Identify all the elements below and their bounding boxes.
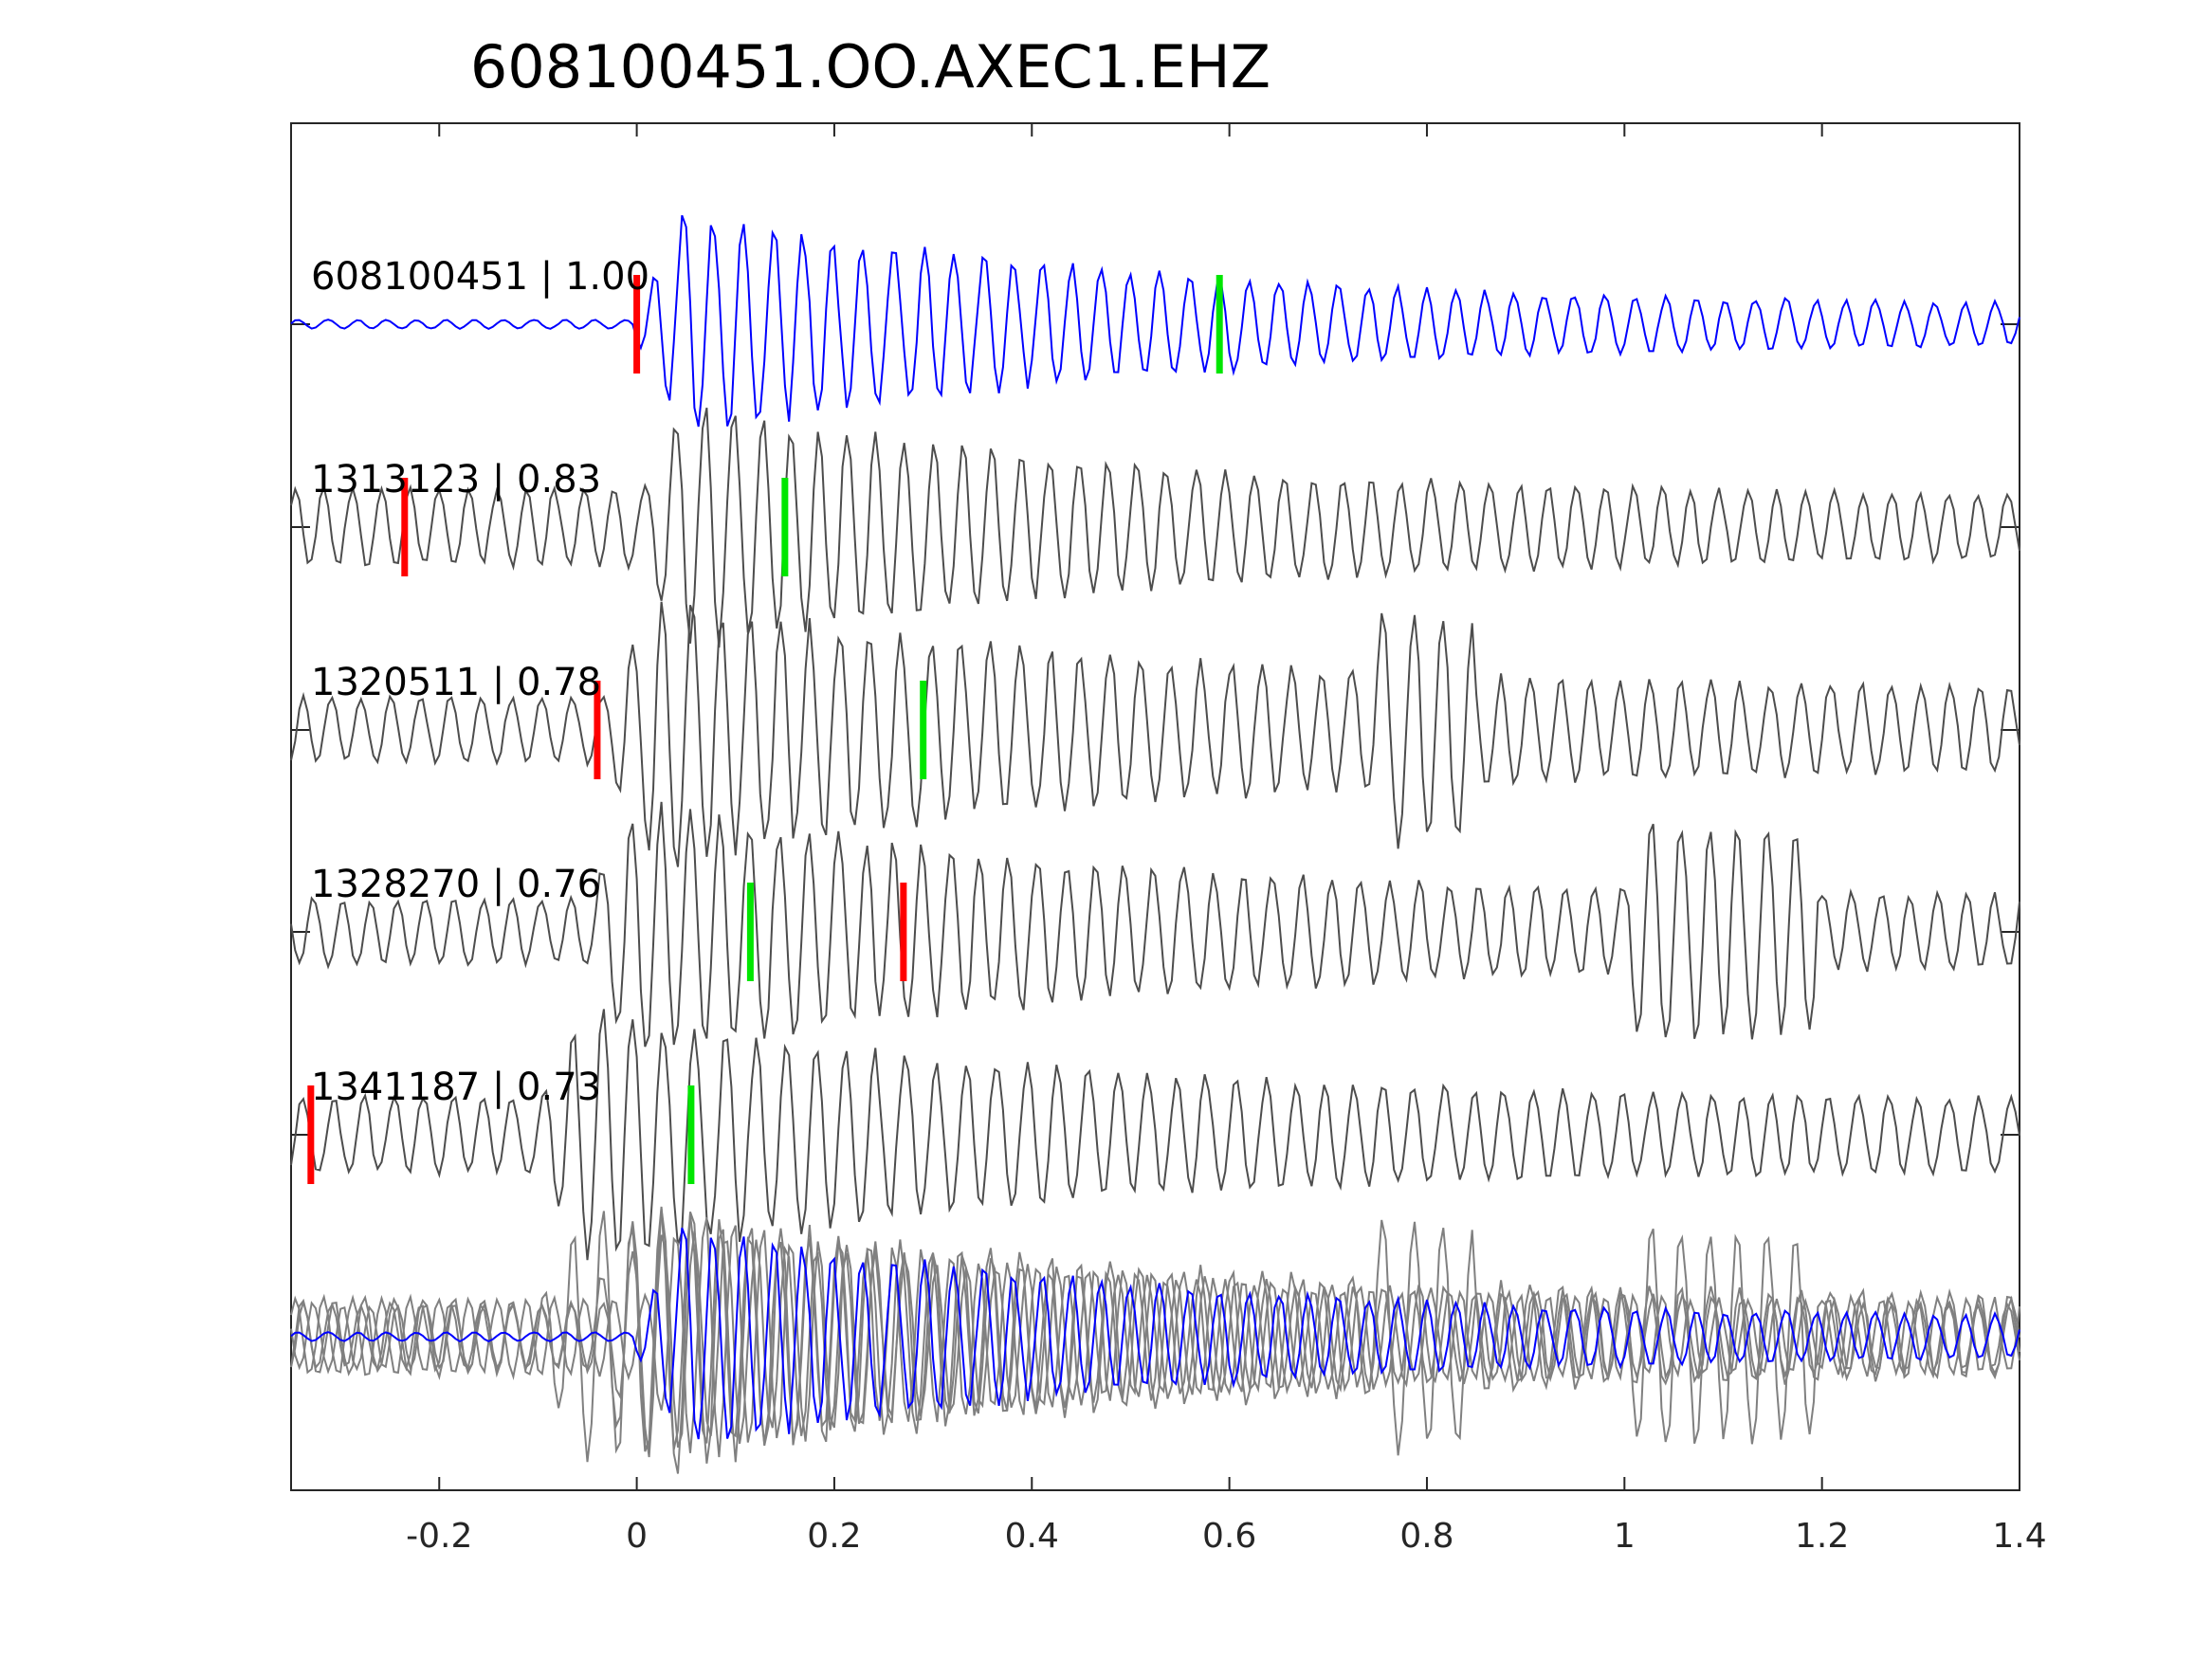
trace-labels: 608100451 | 1.00 1313123 | 0.83 1320511 | … [311,255,649,1109]
waveform-trace-1341187 [290,1009,2020,1261]
plot-title: 608100451.OO.AXEC1.EHZ [470,32,1271,101]
waveform-traces [290,214,2020,1261]
overlay-traces [290,1206,2020,1474]
plot-area: -0.2 0 0.2 0.4 0.6 0.8 1 1.2 1.4 608100451 | 1.0… [290,122,2047,1556]
trace-label-1328270: 1328270 | 0.76 [311,863,601,906]
overlay-trace-608100451 [290,1227,2020,1440]
waveform-trace-1328270 [290,801,2020,1048]
trace-label-1313123: 1313123 | 0.83 [311,458,601,501]
x-tick-label: 0 [626,1517,648,1556]
waveform-trace-608100451 [290,214,2020,428]
overlay-trace-1328270 [290,1206,2020,1452]
trace-label-1320511: 1320511 | 0.78 [311,661,601,704]
phase-picks [307,275,1223,1184]
x-axis-ticks: -0.2 0 0.2 0.4 0.6 0.8 1 1.2 1.4 [406,123,2047,1556]
x-tick-label: 1.4 [1992,1517,2046,1556]
x-tick-label: 1 [1614,1517,1636,1556]
trace-label-608100451: 608100451 | 1.00 [311,255,649,299]
x-tick-label: 0.2 [807,1517,861,1556]
waveform-trace-1313123 [290,408,2020,648]
x-tick-label: 0.8 [1399,1517,1453,1556]
x-tick-label: -0.2 [406,1517,472,1556]
waveform-trace-1320511 [290,601,2020,867]
x-tick-label: 0.6 [1202,1517,1256,1556]
x-tick-label: 1.2 [1795,1517,1849,1556]
axes-box [290,122,2020,1491]
trace-label-1341187: 1341187 | 0.73 [311,1066,601,1109]
overlay-trace-1313123 [290,1217,2020,1458]
overlay-trace-1320511 [290,1208,2020,1474]
x-tick-label: 0.4 [1005,1517,1059,1556]
